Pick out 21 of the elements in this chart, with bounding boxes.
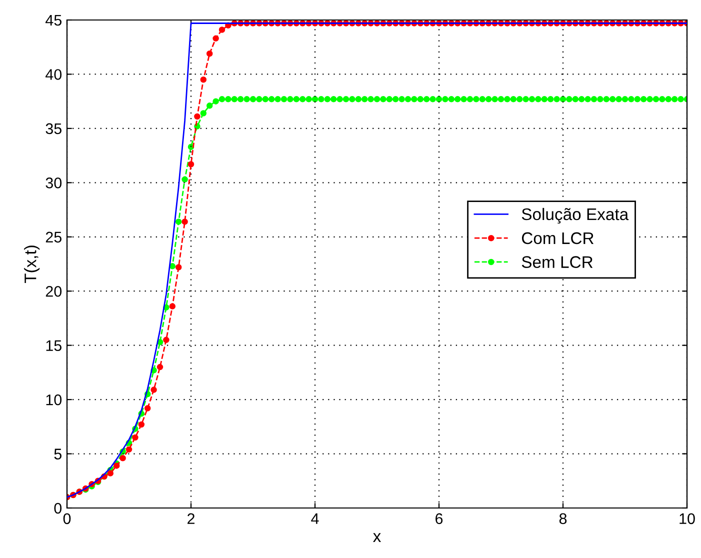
x-tick-label: 4 — [311, 513, 319, 524]
y-tick-label: 20 — [46, 286, 62, 297]
y-tick-label: 15 — [46, 340, 62, 352]
x-tick-label: 6 — [436, 513, 443, 524]
y-tick-label: 45 — [46, 15, 62, 26]
y-tick-label: 40 — [46, 69, 62, 80]
y-tick-label: 30 — [46, 178, 62, 188]
y-tick-label: 25 — [46, 232, 62, 243]
legend-label: Solução Exata — [522, 208, 629, 224]
x-axis-title: x — [373, 533, 381, 542]
y-tick-label: 10 — [46, 394, 62, 406]
x-tick-label: 2 — [188, 513, 194, 524]
y-tick-label: 5 — [54, 448, 62, 460]
y-tick-label: 35 — [46, 123, 62, 134]
x-tick-label: 10 — [680, 513, 695, 524]
x-tick-label: 8 — [559, 513, 567, 524]
y-axis-title: T(x,t) — [24, 246, 40, 284]
legend-label: Com LCR — [522, 232, 594, 244]
legend-label: Sem LCR — [522, 256, 593, 268]
y-tick-label: 0 — [54, 502, 62, 514]
x-tick-label: 0 — [63, 513, 71, 524]
